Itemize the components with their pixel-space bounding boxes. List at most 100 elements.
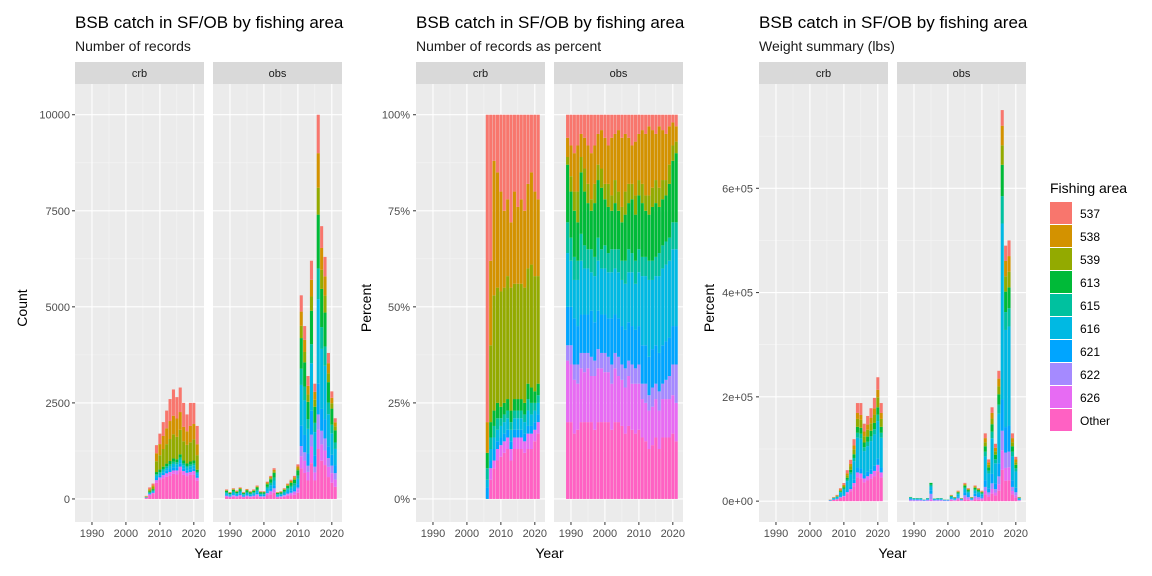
bar-segment-626	[309, 446, 313, 464]
bar-segment-621	[248, 495, 252, 497]
bar-segment-537	[320, 226, 324, 248]
bar-segment-537	[973, 485, 977, 487]
bar-segment-538	[526, 183, 530, 269]
bar-segment-539	[842, 485, 846, 488]
bar-segment-Other	[231, 496, 235, 499]
bar-segment-538	[171, 415, 175, 435]
bar-segment-Other	[869, 478, 873, 502]
bar-segment-616	[852, 461, 856, 480]
bar-segment-616	[269, 485, 273, 489]
bar-segment-615	[579, 233, 583, 261]
bar-segment-616	[566, 253, 570, 307]
bar-segment-616	[613, 268, 617, 315]
bar-segment-621	[1017, 499, 1021, 501]
bar-segment-626	[671, 395, 675, 434]
bar-segment-615	[671, 222, 675, 250]
bar-segment-626	[993, 492, 997, 496]
bar-segment-615	[289, 485, 293, 488]
bar-segment-537	[842, 483, 846, 485]
bar-segment-626	[872, 470, 876, 477]
bar-segment-Other	[1014, 497, 1018, 502]
bar-segment-626	[569, 364, 573, 423]
bar-segment-538	[664, 133, 668, 181]
bar-segment-616	[512, 418, 516, 430]
bar-segment-539	[313, 399, 317, 407]
bar-segment-537	[151, 483, 155, 486]
y-tick-label: 25%	[388, 398, 410, 410]
bar-segment-626	[616, 376, 621, 423]
bar-segment-Other	[516, 449, 520, 499]
legend-swatch-615	[1050, 294, 1072, 316]
chart-title: BSB catch in SF/OB by fishing area	[416, 13, 685, 32]
bar-segment-622	[909, 499, 913, 501]
bar-segment-621	[869, 469, 873, 474]
bar-segment-621	[303, 434, 307, 453]
bar-segment-613	[502, 402, 506, 415]
bar-segment-616	[603, 268, 607, 315]
bar-segment-Other	[502, 452, 506, 499]
bar-segment-615	[185, 465, 189, 468]
bar-segment-537	[178, 387, 182, 413]
bar-segment-537	[255, 485, 259, 487]
bar-segment-Other	[192, 474, 196, 499]
bar-segment-621	[980, 496, 984, 498]
bar-segment-Other	[512, 449, 516, 499]
bar-segment-537	[489, 114, 493, 261]
bar-segment-537	[1000, 110, 1004, 126]
bar-segment-616	[306, 428, 310, 454]
x-tick-label: 2020	[866, 528, 890, 540]
bar-segment-626	[650, 406, 654, 446]
bar-segment-621	[313, 455, 317, 467]
bar-segment-622	[596, 349, 600, 369]
bar-segment-Other	[596, 422, 600, 499]
bar-segment-616	[255, 490, 259, 493]
bar-segment-613	[667, 183, 671, 238]
bar-segment-613	[252, 490, 256, 493]
x-tick-label: 2020	[661, 528, 685, 540]
bar-segment-Other	[976, 499, 981, 502]
bar-segment-615	[165, 466, 169, 469]
bar-segment-616	[657, 276, 661, 353]
bar-segment-Other	[879, 477, 883, 502]
bar-segment-621	[282, 494, 286, 496]
bar-segment-616	[956, 494, 960, 497]
bar-segment-613	[148, 491, 152, 493]
bar-segment-538	[993, 447, 997, 452]
bar-segment-Other	[182, 474, 186, 499]
bar-segment-537	[966, 488, 970, 489]
bar-segment-616	[987, 473, 991, 489]
bar-segment-615	[983, 451, 987, 457]
bar-segment-613	[195, 469, 199, 472]
bar-segment-615	[235, 493, 239, 494]
bar-segment-626	[192, 471, 196, 475]
bar-segment-539	[671, 145, 675, 161]
bar-segment-626	[269, 492, 273, 495]
bar-segment-616	[495, 429, 500, 442]
bar-segment-539	[599, 168, 604, 188]
bar-segment-613	[526, 383, 530, 400]
y-tick-label: 2500	[46, 398, 70, 410]
bar-segment-621	[912, 499, 916, 500]
y-axis-label: Percent	[358, 284, 374, 332]
bar-segment-621	[168, 468, 172, 472]
bar-segment-626	[529, 433, 533, 449]
bar-segment-626	[533, 429, 537, 442]
bar-segment-613	[188, 461, 192, 465]
bar-segment-538	[499, 191, 503, 292]
bar-segment-626	[664, 399, 668, 438]
bar-segment-626	[862, 478, 866, 483]
bar-segment-621	[495, 441, 500, 449]
bar-segment-616	[576, 279, 580, 327]
bar-segment-613	[282, 489, 286, 492]
bar-segment-537	[661, 114, 665, 131]
legend-swatch-626	[1050, 386, 1072, 408]
bar-segment-539	[876, 397, 880, 408]
bar-segment-626	[603, 372, 607, 423]
bar-segment-Other	[633, 433, 638, 499]
bar-segment-621	[859, 468, 863, 474]
bar-segment-538	[869, 417, 873, 424]
y-tick-label: 75%	[388, 206, 410, 218]
bar-segment-616	[231, 492, 235, 495]
bar-segment-537	[657, 114, 661, 127]
